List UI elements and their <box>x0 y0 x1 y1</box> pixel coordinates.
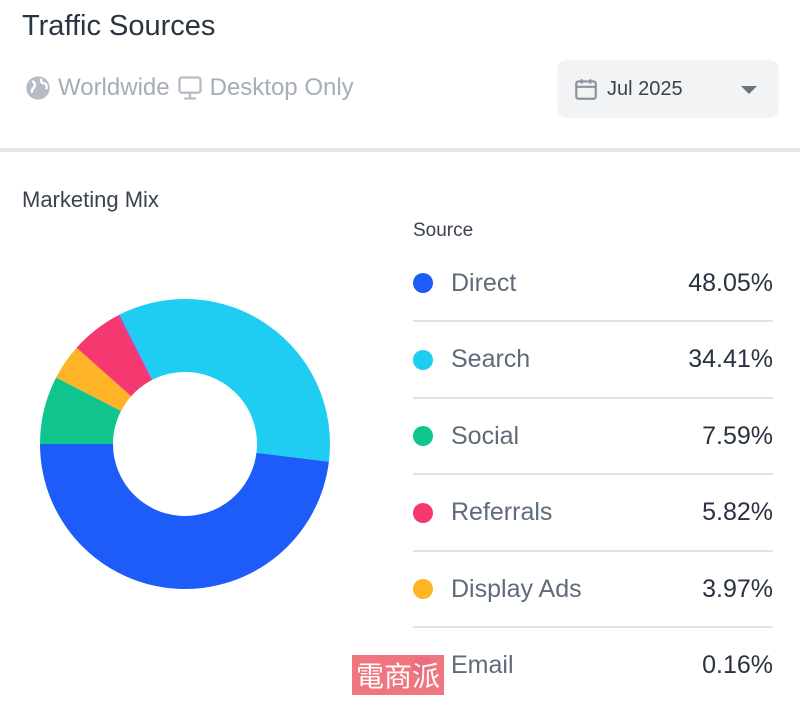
legend-item[interactable]: Referrals 5.82% <box>413 475 773 551</box>
legend-dot-icon <box>413 579 433 599</box>
legend-dot-icon <box>413 426 433 446</box>
legend-dot-icon <box>413 349 433 370</box>
page-title: Traffic Sources <box>22 10 216 42</box>
legend-item[interactable]: Social 7.59% <box>413 398 773 474</box>
section-title: Marketing Mix <box>22 187 159 212</box>
donut-slice-social[interactable] <box>40 377 122 445</box>
calendar-icon <box>575 79 597 100</box>
globe-icon <box>26 76 50 100</box>
legend-label: Referrals <box>451 498 553 526</box>
device-filter[interactable]: Desktop Only <box>209 74 354 101</box>
donut-slice-display-ads[interactable] <box>56 347 132 411</box>
donut-slice-email[interactable] <box>118 314 153 381</box>
legend-label: Search <box>451 345 531 373</box>
divider <box>0 148 800 152</box>
legend-item[interactable]: Direct 48.05% <box>413 245 773 321</box>
date-picker[interactable]: Jul 2025 <box>557 60 779 118</box>
legend-separator <box>413 396 773 399</box>
legend-label: Social <box>451 421 520 450</box>
donut-slice-search[interactable] <box>119 299 330 462</box>
legend-item[interactable]: Email 0.16% <box>413 628 773 704</box>
legend-value: 0.16% <box>702 651 773 679</box>
legend-separator <box>413 320 773 322</box>
legend-label: Display Ads <box>451 574 582 603</box>
watermark: 電商派 <box>352 655 445 695</box>
legend-value: 7.59% <box>702 421 773 450</box>
legend-value: 5.82% <box>702 498 773 526</box>
legend-item[interactable]: Search 34.41% <box>413 322 773 398</box>
filters: Worldwide Desktop Only <box>24 74 354 102</box>
legend-separator <box>413 549 773 552</box>
desktop-icon <box>177 76 202 100</box>
legend-separator <box>413 626 773 628</box>
date-value: Jul 2025 <box>607 77 683 100</box>
legend-value: 3.97% <box>702 574 773 603</box>
legend-dot-icon <box>413 273 433 293</box>
legend-title: Source <box>413 220 474 241</box>
donut-slice-referrals[interactable] <box>76 315 152 397</box>
region-filter[interactable]: Worldwide <box>58 74 170 101</box>
donut-slice-direct[interactable] <box>40 444 329 590</box>
legend-dot-icon <box>413 502 433 523</box>
legend-value: 48.05% <box>688 268 773 297</box>
chevron-down-icon <box>741 86 757 94</box>
legend-separator <box>413 473 773 475</box>
donut-chart <box>40 299 330 590</box>
legend-label: Email <box>451 651 514 679</box>
legend-item[interactable]: Display Ads 3.97% <box>413 551 773 627</box>
legend-label: Direct <box>451 268 517 297</box>
legend-value: 34.41% <box>688 345 773 373</box>
